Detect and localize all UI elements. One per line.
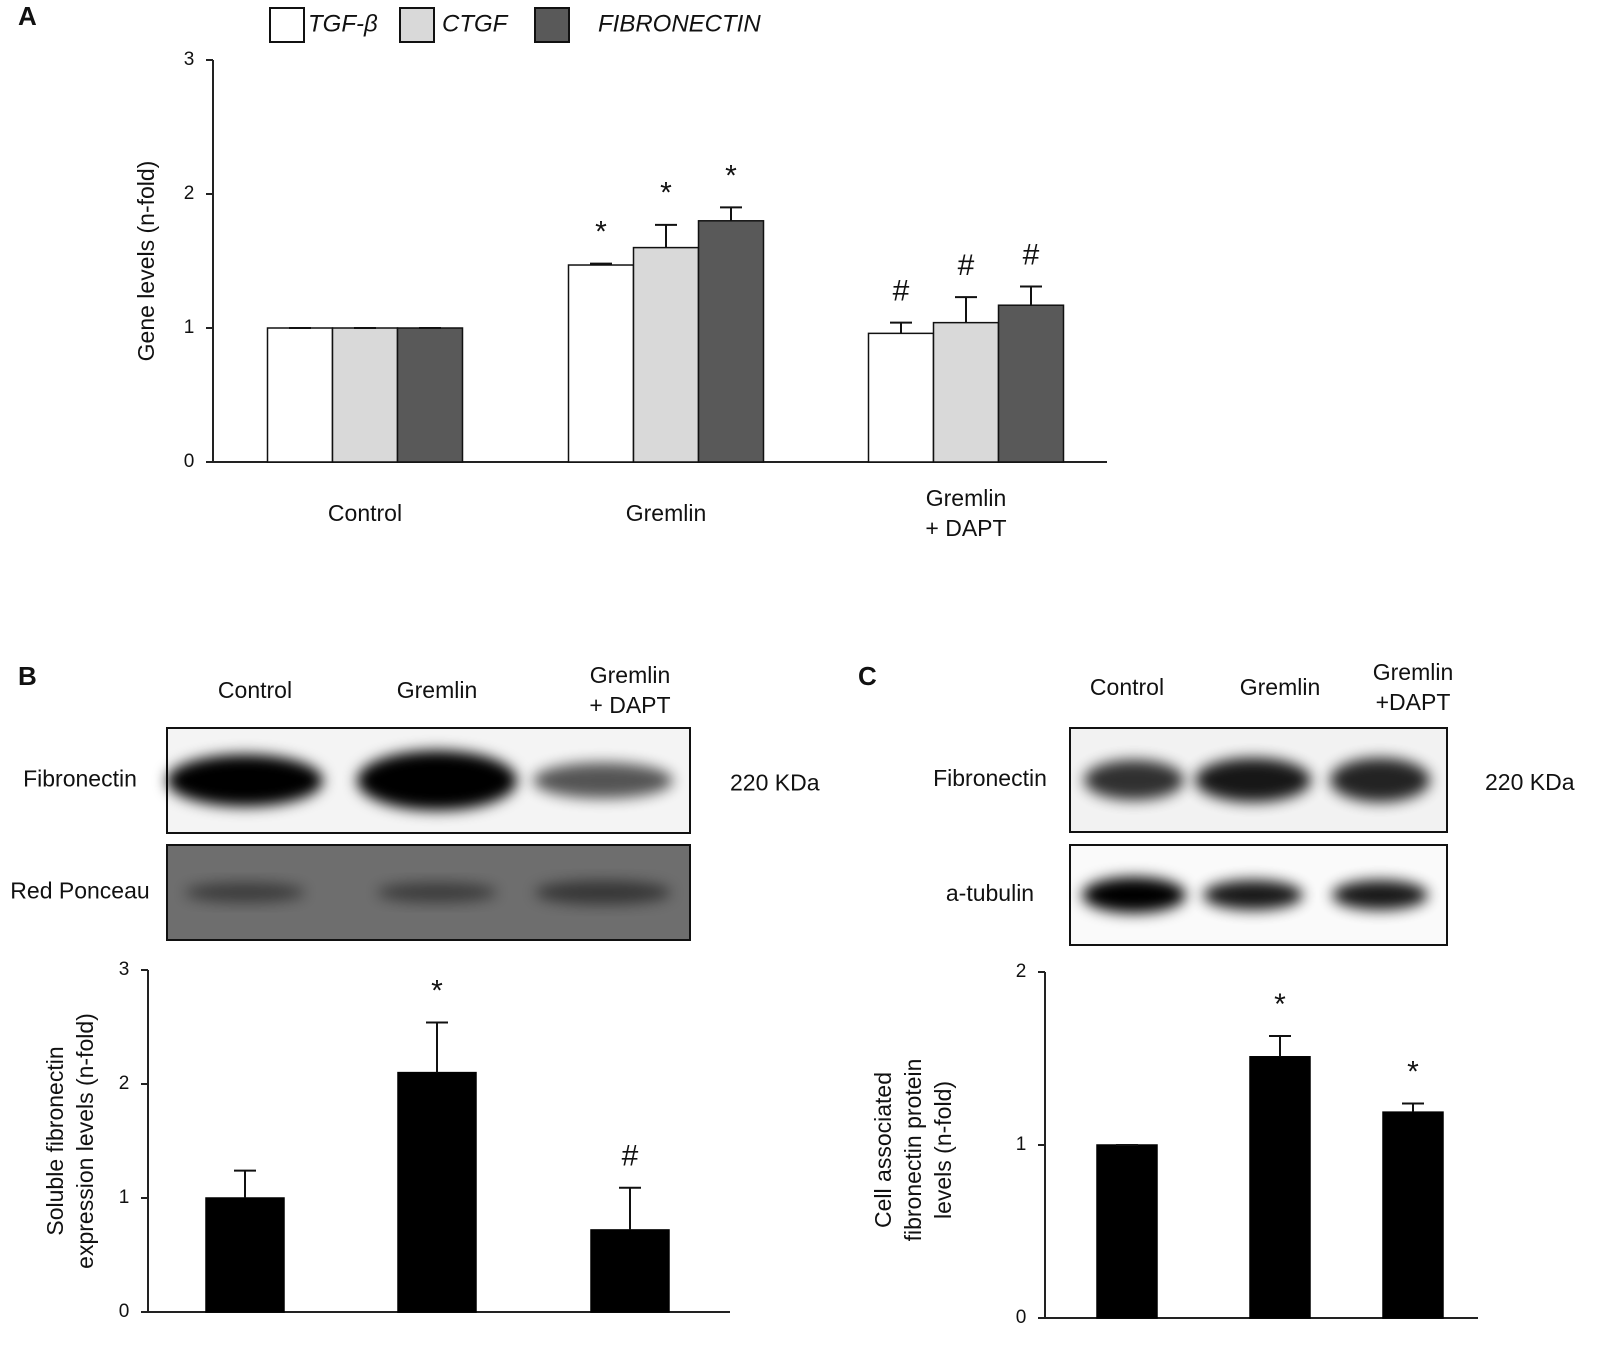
category-label: Gremlin + DAPT <box>925 485 1006 541</box>
bar <box>932 321 1000 463</box>
blot-band <box>1195 758 1311 802</box>
error-bar <box>1402 1102 1424 1113</box>
blot-band <box>377 882 497 903</box>
category-label: Control <box>218 677 292 703</box>
legend-label: CTGF <box>442 10 509 37</box>
legend-swatch <box>269 7 305 43</box>
bar <box>396 327 464 463</box>
blot-band <box>1203 880 1303 910</box>
y-tick-label: 2 <box>119 1073 130 1094</box>
blot-row-label: Fibronectin <box>933 765 1047 791</box>
y-tick-label: 0 <box>184 451 195 472</box>
y-axis-label: Gene levels (n-fold) <box>133 161 159 362</box>
y-tick-label: 1 <box>119 1187 130 1208</box>
bar <box>205 1197 285 1313</box>
y-axis-label: Soluble fibronectin expression levels (n-… <box>42 1013 98 1269</box>
significance-mark: * <box>1407 1055 1419 1088</box>
y-tick-label: 0 <box>1016 1307 1027 1328</box>
legend-swatch <box>399 7 435 43</box>
size-marker: 220 KDa <box>730 770 820 796</box>
bar <box>567 264 635 463</box>
significance-mark: # <box>1023 238 1040 271</box>
error-bar <box>1269 1035 1291 1057</box>
legend-label: TGF-β <box>308 10 378 37</box>
y-tick-label: 0 <box>119 1301 130 1322</box>
category-label: Control <box>328 500 402 526</box>
error-bar <box>1020 285 1042 306</box>
category-label: Gremlin + DAPT <box>589 662 670 718</box>
blot-band <box>1330 758 1430 802</box>
error-bar <box>655 223 677 248</box>
bar <box>1382 1111 1444 1319</box>
error-bar <box>426 1021 448 1073</box>
bar <box>997 304 1065 463</box>
category-label: Gremlin <box>626 500 707 526</box>
significance-mark: # <box>893 275 910 308</box>
blot-row-label: Fibronectin <box>23 766 137 792</box>
y-tick-label: 1 <box>184 317 195 338</box>
significance-mark: * <box>1274 988 1286 1021</box>
bar <box>397 1071 477 1313</box>
category-label: Gremlin +DAPT <box>1373 659 1454 715</box>
error-bar <box>890 321 912 334</box>
bar <box>697 220 765 463</box>
panel-label: B <box>18 661 37 691</box>
blot-band <box>533 762 673 799</box>
significance-mark: # <box>958 249 975 282</box>
y-tick-label: 1 <box>1016 1134 1027 1155</box>
bar <box>331 327 399 463</box>
significance-mark: * <box>431 974 443 1007</box>
blot-band <box>1082 877 1186 913</box>
category-label: Control <box>1090 674 1164 700</box>
bar <box>632 246 700 463</box>
significance-mark: * <box>660 177 672 210</box>
significance-mark: # <box>622 1140 639 1173</box>
blot-band <box>535 880 671 905</box>
error-bar <box>234 1169 256 1198</box>
bar <box>1096 1144 1158 1319</box>
legend-label: FIBRONECTIN <box>598 10 761 37</box>
y-tick-label: 2 <box>1016 961 1027 982</box>
significance-mark: * <box>595 216 607 249</box>
blot-row-label: Red Ponceau <box>10 878 149 904</box>
bar <box>1249 1056 1311 1319</box>
error-bar <box>720 206 742 221</box>
bar <box>867 332 935 463</box>
y-tick-label: 3 <box>119 959 130 980</box>
y-axis-label: Cell associated fibronectin protein levels… <box>870 1059 956 1242</box>
y-tick-label: 2 <box>184 183 195 204</box>
error-bar <box>955 296 977 323</box>
size-marker: 220 KDa <box>1485 769 1575 795</box>
category-label: Gremlin <box>397 677 478 703</box>
category-label: Gremlin <box>1240 674 1321 700</box>
y-tick-label: 3 <box>184 49 195 70</box>
panel-label: C <box>858 661 877 691</box>
blot-band <box>167 754 323 807</box>
bar <box>266 327 334 463</box>
blot-row-label: a-tubulin <box>946 880 1034 906</box>
blot-band <box>185 882 305 903</box>
panel-label: A <box>18 1 37 31</box>
blot-band <box>1084 760 1184 800</box>
error-bar <box>619 1186 641 1230</box>
blot-band <box>1332 880 1428 910</box>
error-bar <box>590 262 612 266</box>
significance-mark: * <box>725 159 737 192</box>
bar <box>590 1229 670 1313</box>
legend-swatch <box>534 7 570 43</box>
blot-band <box>357 750 517 811</box>
